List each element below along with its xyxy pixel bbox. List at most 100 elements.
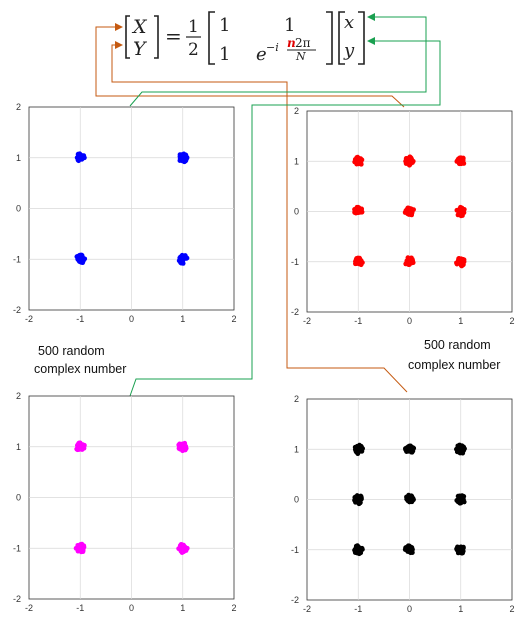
point-cluster	[352, 442, 366, 457]
data-point	[358, 160, 364, 166]
matrix-m22-base: e	[256, 44, 267, 65]
point-cluster	[402, 205, 416, 218]
point-cluster	[352, 154, 365, 167]
data-point	[459, 493, 465, 499]
data-point	[406, 547, 411, 553]
matrix-bracket-left	[208, 11, 215, 65]
y-tick-label: -1	[13, 543, 21, 553]
data-point	[178, 260, 184, 266]
equation: X Y = 1 2 1 1 1 e −i n 2π N x y	[125, 11, 365, 65]
y-tick-label: 0	[294, 207, 299, 217]
coef-numerator: 1	[188, 17, 199, 37]
x-tick-label: -1	[76, 603, 84, 613]
x-tick-label: 1	[180, 603, 185, 613]
point-cluster	[352, 493, 364, 507]
point-cluster	[454, 256, 467, 269]
x-tick-label: -2	[303, 604, 311, 614]
x-tick-label: -1	[76, 314, 84, 324]
data-point	[178, 544, 184, 549]
y-tick-label: 0	[16, 204, 21, 214]
point-cluster	[176, 440, 189, 454]
data-point	[407, 162, 412, 168]
data-point	[76, 545, 82, 550]
data-point	[355, 494, 361, 500]
y-tick-label: -2	[291, 595, 299, 605]
point-cluster	[454, 155, 467, 167]
rhs-bracket-right	[358, 11, 365, 65]
caption-right-line2: complex number	[408, 358, 500, 372]
rhs-bracket-left	[338, 11, 345, 65]
x-tick-label: 1	[458, 316, 463, 326]
lhs-Y: Y	[133, 38, 148, 60]
data-point	[78, 549, 84, 555]
point-cluster	[454, 544, 466, 556]
arrow-green-1	[129, 13, 427, 107]
data-point	[409, 547, 415, 553]
y-tick-label: -1	[13, 254, 21, 264]
point-cluster	[74, 151, 87, 164]
data-point	[409, 499, 415, 505]
data-point	[459, 259, 464, 264]
lhs-X: X	[131, 16, 148, 38]
caption-right-line1: 500 random	[424, 338, 491, 352]
point-cluster	[403, 154, 416, 168]
data-point	[457, 496, 463, 502]
x-tick-label: -2	[25, 603, 33, 613]
y-tick-label: 2	[16, 102, 21, 112]
x-tick-label: 0	[407, 604, 412, 614]
point-cluster	[402, 443, 417, 455]
point-cluster	[74, 252, 88, 266]
data-point	[454, 546, 460, 552]
scatter-plot-top-right: -2 -1 0 1 2 -2 -1 0 1 2	[291, 106, 515, 326]
scatter-plot-top-left: -2 -1 0 1 2 -2 -1 0 1 2	[13, 102, 237, 324]
y-tick-label: -1	[291, 545, 299, 555]
data-point	[81, 544, 87, 550]
data-point	[179, 550, 185, 555]
data-point	[404, 156, 410, 161]
data-point	[179, 446, 185, 451]
data-point	[407, 446, 412, 452]
x-tick-label: -1	[354, 604, 362, 614]
y-tick-label: 2	[294, 106, 299, 116]
x-tick-label: 1	[180, 314, 185, 324]
x-tick-label: 2	[231, 603, 236, 613]
matrix-m21: 1	[219, 44, 230, 65]
point-cluster	[352, 543, 365, 557]
y-tick-label: 0	[16, 493, 21, 503]
data-point	[78, 446, 83, 452]
point-cluster	[454, 442, 467, 456]
data-point	[359, 545, 365, 551]
data-point	[404, 496, 410, 502]
point-cluster	[403, 255, 416, 268]
x-tick-label: -2	[25, 314, 33, 324]
point-cluster	[402, 543, 415, 556]
data-point	[355, 499, 360, 505]
data-point	[354, 549, 360, 555]
data-point	[459, 156, 465, 161]
matrix-m22-n: n	[287, 36, 296, 50]
data-point	[459, 550, 465, 556]
caption-left-line1: 500 random	[38, 344, 105, 358]
point-cluster	[454, 204, 467, 219]
x-tick-label: -1	[354, 316, 362, 326]
rhs-y: y	[343, 40, 355, 61]
matrix-m11: 1	[219, 15, 230, 36]
y-tick-label: 1	[16, 442, 21, 452]
data-point	[352, 159, 358, 165]
y-tick-label: 1	[294, 156, 299, 166]
data-point	[457, 442, 462, 448]
point-cluster	[454, 493, 467, 506]
point-cluster	[352, 204, 365, 216]
y-tick-label: 2	[16, 391, 21, 401]
point-cluster	[176, 541, 190, 555]
scatter-plot-bottom-right: -2 -1 0 1 2 -2 -1 0 1 2	[291, 394, 515, 614]
equals-sign: =	[165, 24, 182, 48]
y-tick-label: -1	[291, 257, 299, 267]
coef-denominator: 2	[188, 40, 199, 60]
rhs-x: x	[344, 12, 354, 33]
data-point	[407, 210, 413, 216]
data-point	[358, 259, 364, 265]
lhs-bracket-left	[125, 15, 130, 59]
data-point	[78, 259, 84, 265]
